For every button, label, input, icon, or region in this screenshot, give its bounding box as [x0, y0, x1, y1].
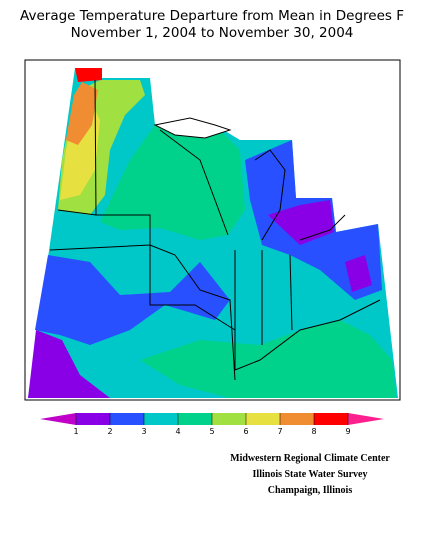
- state-border: [49, 244, 236, 381]
- title-line: November 1, 2004 to November 30, 2004: [71, 25, 354, 41]
- state-border: [289, 254, 293, 331]
- legend-tick-label: 6: [243, 427, 248, 436]
- color-legend: 1 2 3 4 5 6 7 8 9: [40, 413, 384, 436]
- credit-line: Midwestern Regional Climate Center: [230, 453, 390, 464]
- legend-swatch: [314, 413, 348, 425]
- map-region: [66, 82, 98, 145]
- legend-arrow: [40, 413, 76, 425]
- credit-line: Champaign, Illinois: [268, 485, 353, 496]
- lake-shore: [254, 149, 286, 241]
- legend-tick-label: 2: [107, 427, 112, 436]
- legend-swatch: [212, 413, 246, 425]
- legend-swatch: [280, 413, 314, 425]
- map-frame: [24, 59, 401, 401]
- legend-tick-label: 4: [175, 427, 180, 436]
- borders: [49, 79, 381, 381]
- state-border: [149, 240, 236, 331]
- map: [24, 59, 401, 401]
- map-region: [35, 255, 230, 345]
- map-region: [28, 330, 110, 398]
- map-region: [75, 68, 102, 82]
- legend-arrow: [348, 413, 384, 425]
- state-border: [94, 79, 151, 240]
- title-line: Average Temperature Departure from Mean …: [20, 8, 404, 24]
- lake: [153, 117, 232, 139]
- legend-swatch: [144, 413, 178, 425]
- legend-swatch: [246, 413, 280, 425]
- state-border: [57, 209, 97, 216]
- state-border: [234, 250, 381, 371]
- lake-shore: [299, 214, 346, 241]
- legend-tick-label: 5: [209, 427, 214, 436]
- legend-tick-label: 9: [345, 427, 350, 436]
- legend-swatch: [178, 413, 212, 425]
- lake-shore: [159, 129, 229, 236]
- legend-tick-label: 1: [73, 427, 78, 436]
- map-region: [140, 320, 396, 398]
- map-region: [100, 125, 245, 240]
- legend-tick-label: 3: [141, 427, 146, 436]
- legend-swatch: [110, 413, 144, 425]
- legend-swatch: [76, 413, 110, 425]
- legend-tick-label: 8: [311, 427, 316, 436]
- credit-line: Illinois State Water Survey: [253, 469, 368, 480]
- legend-tick-label: 7: [277, 427, 282, 436]
- map-region: [345, 255, 372, 292]
